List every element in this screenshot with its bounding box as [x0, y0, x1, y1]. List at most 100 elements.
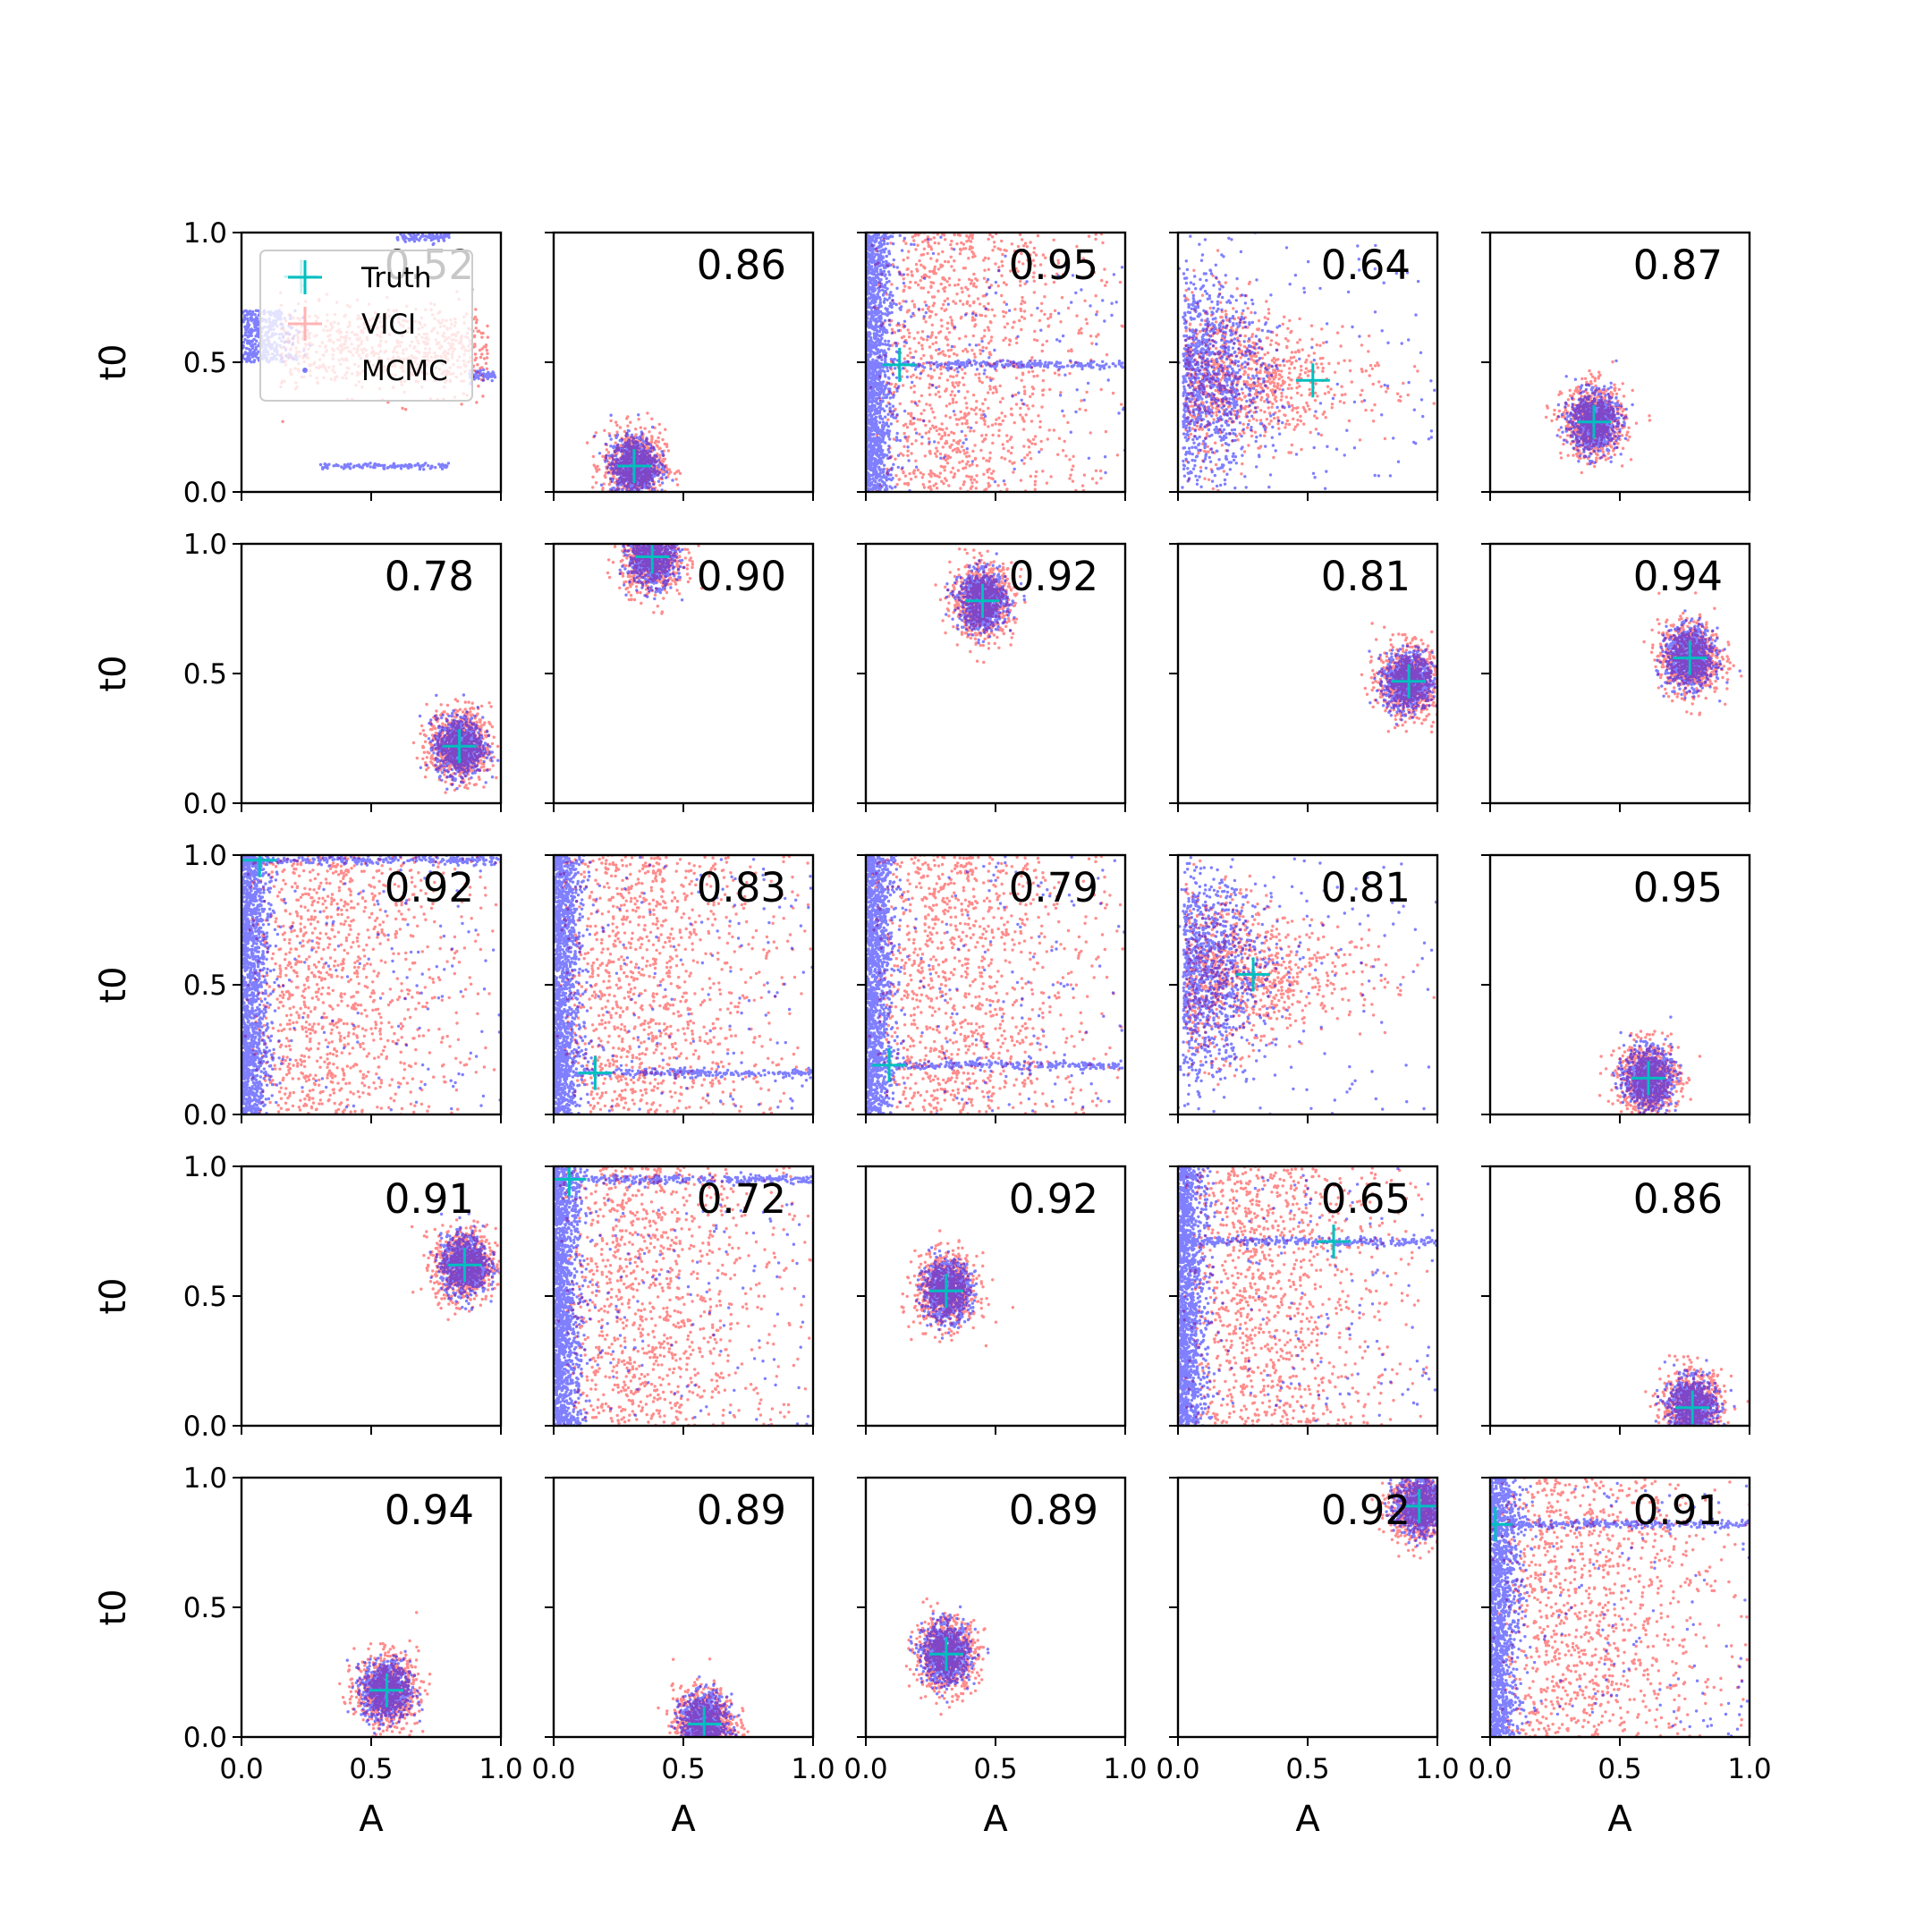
legend-entry-vici: VICI [288, 307, 416, 341]
x-tick-label: 1.0 [1103, 1753, 1147, 1785]
mcmc-samples [914, 1246, 979, 1340]
overlap-score: 0.86 [697, 242, 786, 289]
legend-label-truth: Truth [360, 262, 432, 294]
truth-marker [1295, 363, 1330, 398]
y-axis-label: t0 [93, 343, 134, 380]
scatter-points [1178, 1166, 1437, 1426]
y-tick-label: 1.0 [183, 217, 227, 250]
y-tick-label: 0.5 [183, 1281, 227, 1313]
mcmc-samples [1368, 644, 1437, 726]
x-tick-label: 0.0 [843, 1753, 887, 1785]
scatter-points [1642, 591, 1743, 716]
scatter-points [934, 547, 1027, 665]
y-tick-label: 0.0 [183, 788, 227, 820]
x-axis-label: A [983, 1799, 1008, 1840]
overlap-score: 0.91 [1633, 1487, 1723, 1534]
scatter-points [606, 544, 704, 615]
x-axis-label: A [1607, 1799, 1632, 1840]
y-axis-label: t0 [93, 1589, 134, 1625]
x-axis-label: A [1295, 1799, 1320, 1840]
panel-16: 0.91 0.0 0.5 1.0 t0 [93, 1151, 503, 1443]
scatter-points [242, 855, 501, 1114]
scatter-points [338, 1611, 432, 1737]
overlap-score: 0.91 [385, 1175, 474, 1223]
overlap-score: 0.81 [1321, 553, 1411, 600]
truth-marker [882, 347, 917, 382]
panel-5: 0.87 [1481, 231, 1751, 501]
scatter-points [554, 855, 813, 1114]
vici-samples [868, 855, 1124, 1114]
overlap-score: 0.94 [1633, 553, 1723, 600]
panel-22: 0.89 0.0 0.5 1.0 A [531, 1476, 835, 1840]
overlap-score: 0.89 [697, 1487, 786, 1534]
panel-15: 0.95 [1481, 853, 1751, 1123]
truth-marker [635, 544, 670, 574]
x-tick-label: 0.5 [661, 1753, 705, 1785]
truth-marker [872, 1047, 907, 1082]
y-tick-label: 0.5 [183, 1592, 227, 1624]
scatter-points [1644, 1354, 1750, 1426]
legend-label-vici: VICI [361, 309, 416, 341]
y-tick-label: 0.5 [183, 970, 227, 1002]
panel-9: 0.81 [1169, 542, 1439, 812]
x-tick-label: 0.0 [1468, 1753, 1512, 1785]
overlap-score: 0.81 [1321, 864, 1411, 911]
y-tick-label: 0.0 [183, 1722, 227, 1754]
legend-box [259, 250, 473, 402]
vici-samples [1182, 1166, 1437, 1426]
panel-10: 0.94 [1481, 542, 1751, 812]
x-tick-label: 1.0 [1727, 1753, 1771, 1785]
y-tick-label: 0.0 [183, 1099, 227, 1131]
x-tick-label: 1.0 [1415, 1753, 1459, 1785]
overlap-score: 0.87 [1633, 242, 1723, 289]
x-tick-label: 0.0 [219, 1753, 263, 1785]
scatter-points [410, 1212, 501, 1321]
panel-20: 0.86 [1481, 1165, 1751, 1435]
truth-marker [965, 583, 1000, 618]
scatter-points [554, 1166, 813, 1426]
truth-marker [687, 1707, 722, 1737]
y-axis-label: t0 [93, 966, 134, 1003]
truth-marker [1673, 640, 1707, 675]
x-axis-label: A [359, 1799, 384, 1840]
y-tick-label: 0.5 [183, 658, 227, 691]
legend-entry-truth: Truth [288, 260, 432, 294]
x-tick-label: 0.5 [1285, 1753, 1329, 1785]
panel-12: 0.83 [545, 853, 815, 1123]
x-tick-label: 0.5 [973, 1753, 1017, 1785]
y-axis-label: t0 [93, 1277, 134, 1314]
x-tick-label: 0.5 [1597, 1753, 1641, 1785]
overlap-score: 0.90 [697, 553, 786, 600]
x-tick-label: 0.0 [531, 1753, 575, 1785]
legend-entry-mcmc: MCMC [302, 355, 448, 387]
overlap-score: 0.65 [1321, 1175, 1411, 1223]
overlap-score: 0.92 [385, 864, 474, 911]
scatter-points [866, 233, 1125, 492]
mcmc-samples [1178, 233, 1436, 490]
mcmc-samples [554, 1166, 813, 1426]
overlap-score: 0.72 [697, 1175, 786, 1223]
y-axis-label: t0 [93, 655, 134, 691]
panel-11: 0.92 0.0 0.5 1.0 t0 [93, 840, 503, 1131]
truth-marker [1317, 1224, 1351, 1259]
truth-marker [442, 729, 477, 764]
truth-marker [554, 1166, 587, 1197]
x-tick-label: 1.0 [479, 1753, 522, 1785]
overlap-score: 0.83 [697, 864, 786, 911]
truth-marker [1402, 1488, 1436, 1523]
overlap-score: 0.92 [1321, 1487, 1411, 1534]
overlap-score: 0.79 [1009, 864, 1098, 911]
mcmc-samples [866, 233, 1125, 492]
scatter-points [1544, 359, 1652, 475]
truth-marker [928, 1274, 963, 1309]
mcmc-samples [345, 1649, 424, 1735]
panel-25: 0.91 0.0 0.5 1.0 A [1468, 1476, 1772, 1840]
panel-17: 0.72 [545, 1165, 815, 1435]
legend-label-mcmc: MCMC [361, 355, 448, 387]
truth-marker [928, 1637, 963, 1672]
mcmc-samples [428, 1212, 499, 1311]
y-tick-label: 0.5 [183, 347, 227, 379]
panel-4: 0.64 [1169, 231, 1439, 501]
y-tick-label: 1.0 [183, 840, 227, 872]
